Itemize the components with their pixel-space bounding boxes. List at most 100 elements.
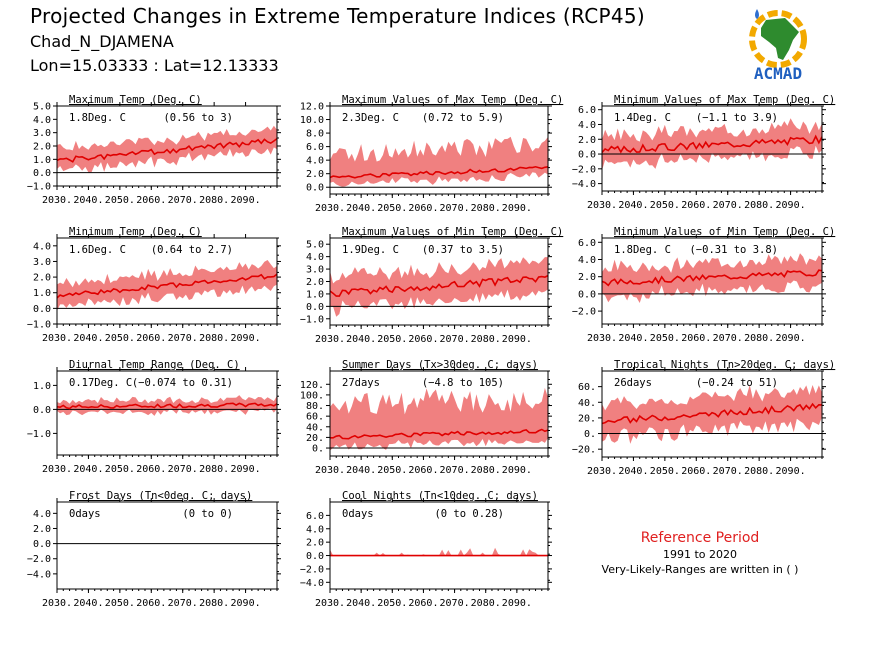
y-tick-label: 1.0 — [306, 289, 324, 300]
x-tick-label: 2080. — [744, 200, 774, 211]
y-tick-label: −1.0 — [27, 182, 51, 193]
chart-panel-tr: −20. 0. 20. 40. 60. 2030. 2040. 2050. 2060. 2070.… — [572, 359, 835, 477]
x-tick-label: 2070. — [440, 598, 470, 609]
x-tick-label: 2050. — [650, 466, 680, 477]
chart-panel-tnmin: −2.0 0.0 2.0 4.0 6.0 2030. 2040. 2050. 2060. 2070… — [572, 226, 835, 344]
y-tick-label: 8.0 — [306, 129, 324, 140]
x-tick-label: 2050. — [377, 334, 407, 345]
reference-period-title: Reference Period — [640, 530, 760, 546]
y-tick-label: −20. — [572, 445, 596, 456]
chart-title: Minimum Values of Min Temp (Deg. C) — [614, 226, 835, 238]
x-tick-label: 2040. — [73, 195, 103, 206]
y-tick-label: 3.0 — [33, 257, 51, 268]
chart-panel-su: 0.20.40.60.80.100.120. 2030. 2040. 2050. 206… — [300, 359, 552, 476]
y-tick-label: 2.0 — [33, 273, 51, 284]
y-tick-label: 1.0 — [33, 155, 51, 166]
x-tick-label: 2030. — [42, 598, 72, 609]
x-tick-label: 2050. — [650, 200, 680, 211]
very-likely-range-label: (0.64 to 2.7) — [151, 244, 233, 256]
y-tick-label: 6.0 — [578, 238, 596, 249]
chart-title: Tropical Nights (Tn>20deg. C; days) — [614, 359, 835, 371]
y-tick-label: 2.0 — [578, 272, 596, 283]
y-tick-label: 0.0 — [578, 289, 596, 300]
x-tick-label: 2030. — [315, 334, 345, 345]
mean-change-label: 1.9Deg. C — [342, 244, 399, 256]
logo-ring — [749, 10, 807, 68]
x-tick-label: 2070. — [713, 333, 743, 344]
y-tick-label: 120. — [300, 380, 324, 391]
x-tick-label: 2050. — [105, 333, 135, 344]
mean-change-label: 1.8Deg. C — [69, 112, 126, 124]
y-tick-label: 40. — [578, 398, 596, 409]
y-tick-label: 80. — [306, 401, 324, 412]
acmad-logo: ACMAD — [749, 9, 807, 83]
y-tick-label: −1.0 — [27, 429, 51, 440]
x-tick-label: 2050. — [105, 195, 135, 206]
chart-title: Cool Nights (Tn<10deg. C; days) — [342, 490, 538, 502]
x-tick-label: 2080. — [744, 466, 774, 477]
chart-panel-dtr: −1.0 0.0 1.0 2030. 2040. 2050. 2060. 2070. 2080.… — [27, 359, 281, 475]
x-tick-label: 2040. — [73, 333, 103, 344]
x-tick-label: 2080. — [471, 334, 501, 345]
x-tick-label: 2070. — [168, 464, 198, 475]
y-tick-label: 0.0 — [306, 183, 324, 194]
y-tick-label: 3.0 — [33, 128, 51, 139]
y-tick-label: 0.0 — [33, 405, 51, 416]
x-tick-label: 2080. — [744, 333, 774, 344]
chart-title: Diurnal Temp Range (Deg. C) — [69, 359, 240, 371]
likely-range-band — [330, 547, 548, 556]
x-tick-label: 2070. — [168, 195, 198, 206]
x-tick-label: 2050. — [650, 333, 680, 344]
y-tick-label: −1.0 — [27, 320, 51, 331]
y-tick-label: 20. — [578, 413, 596, 424]
ensemble-mean-line — [601, 269, 823, 287]
y-tick-label: −4.0 — [27, 569, 51, 580]
x-tick-label: 2040. — [346, 465, 376, 476]
x-tick-label: 2050. — [377, 598, 407, 609]
x-tick-label: 2090. — [231, 464, 261, 475]
y-tick-label: 1.0 — [33, 288, 51, 299]
chart-title: Maximum Values of Min Temp (Deg. C) — [342, 226, 563, 238]
mean-change-label: 26days — [614, 377, 652, 389]
y-tick-label: 4.0 — [306, 524, 324, 535]
chart-title: Frost Days (Tn<0deg. C; days) — [69, 490, 252, 502]
chart-title: Maximum Values of Max Temp (Deg. C) — [342, 94, 563, 106]
station-coordinates: Lon=15.03333 : Lat=12.13333 — [30, 56, 279, 75]
y-tick-label: 0. — [584, 429, 596, 440]
chart-title: Minimum Temp (Deg. C) — [69, 226, 202, 238]
x-tick-label: 2030. — [587, 200, 617, 211]
chart-title: Summer Days (Tx>30deg. C; days) — [342, 359, 538, 371]
y-tick-label: −1.0 — [300, 314, 324, 325]
ensemble-mean-line — [56, 273, 278, 299]
x-tick-label: 2070. — [168, 598, 198, 609]
x-tick-label: 2030. — [42, 333, 72, 344]
africa-icon — [761, 18, 799, 60]
x-tick-label: 2030. — [587, 466, 617, 477]
x-tick-label: 2040. — [346, 334, 376, 345]
x-tick-label: 2060. — [408, 598, 438, 609]
y-tick-label: 4.0 — [578, 255, 596, 266]
y-tick-label: 0.0 — [33, 168, 51, 179]
chart-panel-txx: −1.0 0.0 1.0 2.0 3.0 4.0 5.0 2030. 2040. 2050. 206… — [27, 94, 281, 206]
x-tick-label: 2080. — [199, 464, 229, 475]
y-tick-label: −2.0 — [27, 554, 51, 565]
y-tick-label: 12.0 — [300, 102, 324, 113]
y-tick-label: 2.0 — [578, 135, 596, 146]
x-tick-label: 2060. — [136, 333, 166, 344]
y-tick-label: 0.0 — [306, 551, 324, 562]
y-tick-label: −4.0 — [572, 179, 596, 190]
x-tick-label: 2030. — [587, 333, 617, 344]
y-tick-label: −2.0 — [572, 307, 596, 318]
x-tick-label: 2060. — [681, 466, 711, 477]
x-tick-label: 2090. — [231, 195, 261, 206]
x-tick-label: 2040. — [73, 464, 103, 475]
reference-period-years: 1991 to 2020 — [662, 548, 738, 561]
very-likely-range-label: (0 to 0.28) — [434, 508, 504, 520]
y-tick-label: 0. — [312, 444, 324, 455]
raindrop-icon — [755, 9, 759, 19]
mean-change-label: 1.6Deg. C — [69, 244, 126, 256]
x-tick-label: 2040. — [618, 200, 648, 211]
x-tick-label: 2070. — [713, 200, 743, 211]
very-likely-range-label: (0 to 0) — [182, 508, 233, 520]
